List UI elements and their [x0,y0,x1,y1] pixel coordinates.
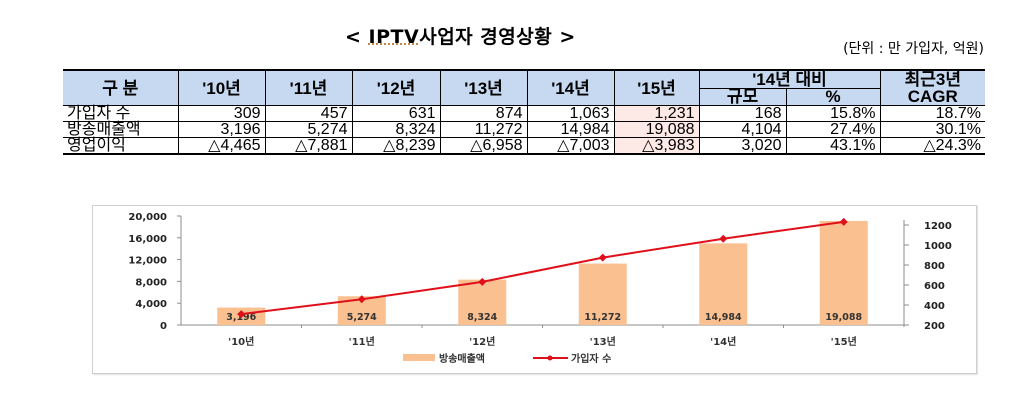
left-tick-label: 16,000 [128,234,167,245]
cell-value: 309 [177,105,266,122]
cell-value: 8,324 [351,121,441,138]
bar-broadcast-revenue [458,279,507,325]
x-tick-label: '14년 [710,335,736,348]
row-label: 가입자 수 [63,105,179,122]
cell-value: 14,984 [526,121,615,138]
header-year: '13년 [439,69,528,106]
cell-value: 874 [439,105,528,122]
right-tick-label: 1000 [924,241,952,252]
header-cagr-line2: CAGR [907,87,958,106]
x-tick-label: '10년 [228,335,254,348]
table-row: 영업이익 △4,465 △7,881 △8,239 △6,958 △7,003 … [63,137,986,155]
cell-value: 1,231 [613,105,700,122]
header-year: '12년 [351,69,441,106]
subscribers-marker [598,253,607,262]
subscribers-marker [719,234,728,243]
subscribers-marker [478,277,487,286]
cell-value: 3,196 [177,121,266,138]
cell-cagr: 30.1% [879,121,986,138]
cell-pct: 27.4% [785,121,881,138]
header-compare-group: '14년 대비 [698,68,881,89]
title-prefix: < [345,26,369,48]
cell-pct: 43.1% [785,137,881,155]
right-tick-label: 800 [924,261,945,272]
cell-value: △7,881 [264,137,353,155]
cell-cagr: △24.3% [879,137,986,155]
row-label: 방송매출액 [63,121,179,138]
x-tick-label: '13년 [590,335,616,348]
title-suffix: > [552,26,576,48]
header-cagr-line1: 최근3년 [904,70,961,89]
cell-value: △3,983 [613,137,700,155]
header-compare-size: 규모 [699,87,787,107]
legend-label-subscribers: 가입자 수 [571,352,611,365]
cell-value: 11,272 [439,121,528,138]
bar-value-label: 8,324 [467,312,497,323]
left-tick-label: 8,000 [135,277,167,288]
cell-diff: 168 [698,105,787,122]
right-tick-label: 400 [924,301,945,312]
cell-value: 631 [351,105,441,122]
bar-broadcast-revenue [819,220,868,325]
legend-marker [547,355,553,361]
header-year: '10년 [177,69,266,106]
business-status-table: 구 분 '10년 '11년 '12년 '13년 '14년 '15년 '14년 대… [63,68,986,155]
table-row: 가입자 수 309 457 631 874 1,063 1,231 168 15… [63,105,986,122]
legend-swatch-bar [403,354,435,361]
row-label: 영업이익 [63,137,179,155]
cell-diff: 4,104 [698,121,787,138]
header-cagr: 최근3년 CAGR [879,69,986,106]
cell-value: △8,239 [351,137,441,155]
header-category: 구 분 [63,69,179,106]
left-tick-label: 0 [160,321,167,332]
unit-note: (단위 : 만 가입자, 억원) [843,41,984,57]
legend-label-revenue: 방송매출액 [439,352,485,365]
bar-broadcast-revenue [578,263,627,325]
header-year: '15년 [613,69,700,106]
header-compare-pct: % [785,87,881,107]
cell-value: 1,063 [526,105,615,122]
cell-value: 19,088 [613,121,700,138]
chart-canvas: 20,000 16,000 12,000 8,000 4,000 0 1200 1000 800… [128,212,952,365]
page-title: < IPTV사업자 경영상황 > [345,22,576,49]
subscribers-marker [237,310,246,319]
cell-value: △7,003 [526,137,615,155]
title-main: 사업자 경영상황 [419,26,553,48]
subscribers-marker [357,295,366,304]
header-year: '14년 [526,69,615,106]
cell-cagr: 18.7% [879,105,986,122]
x-tick-label: '15년 [831,335,857,348]
left-tick-label: 12,000 [128,256,167,267]
header-year: '11년 [264,69,353,106]
bar-value-label: 14,984 [705,312,742,323]
subscribers-line [241,220,844,316]
x-tick-label: '11년 [349,335,375,348]
cell-value: △4,465 [177,137,266,155]
right-tick-label: 600 [924,281,945,292]
x-tick-label: '12년 [469,335,495,348]
title-iptv: IPTV [368,26,420,48]
bar-broadcast-revenue [699,243,748,325]
cell-value: 5,274 [264,121,353,138]
combo-chart: 20,000 16,000 12,000 8,000 4,000 0 1200 1000 800… [92,205,977,374]
bar-value-label: 5,274 [347,312,377,323]
bar-value-label: 11,272 [584,312,621,323]
cell-value: 457 [264,105,353,122]
cell-pct: 15.8% [785,105,881,122]
left-tick-label: 4,000 [135,299,167,310]
left-tick-label: 20,000 [128,212,167,223]
cell-diff: 3,020 [698,137,787,155]
right-tick-label: 1200 [924,221,952,232]
cell-value: △6,958 [439,137,528,155]
right-tick-label: 200 [924,321,945,332]
table-row: 방송매출액 3,196 5,274 8,324 11,272 14,984 19… [63,121,986,138]
subscribers-marker [839,217,848,226]
bar-value-label: 19,088 [825,312,862,323]
